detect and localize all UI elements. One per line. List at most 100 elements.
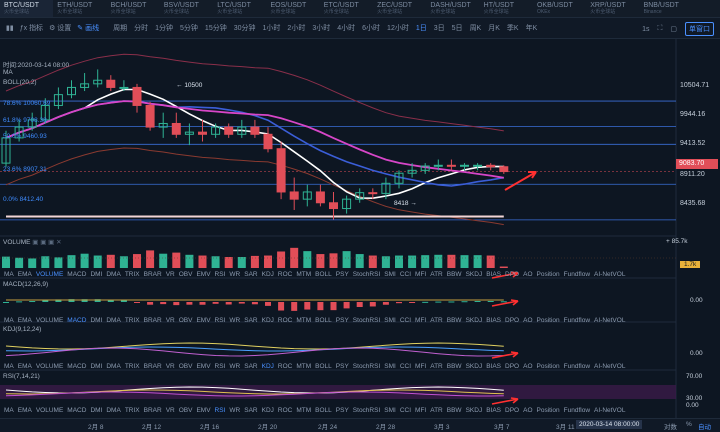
indicator-wr[interactable]: WR	[229, 270, 241, 278]
indicator-rsi[interactable]: RSI	[214, 316, 226, 324]
indicator-dma[interactable]: DMA	[106, 362, 121, 370]
indicator-vr[interactable]: VR	[165, 270, 175, 278]
indicator-bias[interactable]: BIAS	[486, 362, 502, 370]
indicator-rsi[interactable]: RSI	[214, 270, 226, 278]
indicator-roc[interactable]: ROC	[277, 316, 293, 324]
indicator-boll[interactable]: BOLL	[315, 362, 332, 370]
auto-toggle[interactable]: 自动	[698, 424, 711, 431]
indicator-volume[interactable]: VOLUME	[35, 362, 64, 370]
indicator-mtm[interactable]: MTM	[296, 362, 312, 370]
indicator-psy[interactable]: PSY	[335, 316, 349, 324]
indicator-skdj[interactable]: SKDJ	[465, 270, 483, 278]
indicator-vr[interactable]: VR	[165, 316, 175, 324]
indicator-brar[interactable]: BRAR	[143, 270, 162, 278]
indicator-obv[interactable]: OBV	[178, 316, 193, 324]
indicator-ma[interactable]: MA	[4, 362, 14, 370]
indicator-smi[interactable]: SMI	[384, 362, 396, 370]
indicator-sar[interactable]: SAR	[244, 316, 258, 324]
indicator-bbw[interactable]: BBW	[446, 270, 462, 278]
indicator-dmi[interactable]: DMI	[90, 362, 103, 370]
indicator-mtm[interactable]: MTM	[296, 270, 312, 278]
indicator-smi[interactable]: SMI	[384, 406, 396, 414]
tab-bsv-usdt[interactable]: BSV/USDT 火币全球站	[160, 0, 213, 17]
indicator-bbw[interactable]: BBW	[446, 362, 462, 370]
indicator-dmi[interactable]: DMI	[90, 270, 103, 278]
tab-bnb-usdt[interactable]: BNB/USDT Binance	[640, 0, 693, 17]
indicator-bias[interactable]: BIAS	[486, 270, 502, 278]
indicator-kdj[interactable]: KDJ	[261, 406, 274, 414]
indicator-cci[interactable]: CCI	[399, 406, 412, 414]
period-3[interactable]: 15分钟	[204, 25, 227, 32]
indicator-dpo[interactable]: DPO	[505, 270, 520, 278]
indicator-dmi[interactable]: DMI	[90, 316, 103, 324]
indicator-roc[interactable]: ROC	[277, 362, 293, 370]
indicator-atr[interactable]: ATR	[430, 270, 443, 278]
indicator-volume[interactable]: VOLUME	[35, 316, 64, 324]
indicator-dpo[interactable]: DPO	[505, 406, 520, 414]
indicator-dmi[interactable]: DMI	[90, 406, 103, 414]
indicator-ema[interactable]: EMA	[17, 406, 32, 414]
indicator-dma[interactable]: DMA	[106, 316, 121, 324]
indicator-wr[interactable]: WR	[229, 316, 241, 324]
indicator-roc[interactable]: ROC	[277, 270, 293, 278]
period-1[interactable]: 1分钟	[155, 25, 174, 32]
indicator-kdj[interactable]: KDJ	[261, 362, 274, 370]
indicator-bbw[interactable]: BBW	[446, 406, 462, 414]
indicator-mtm[interactable]: MTM	[296, 406, 312, 414]
indicator-stochrsi[interactable]: StochRSI	[352, 316, 381, 324]
indicator-obv[interactable]: OBV	[178, 362, 193, 370]
fullscreen-icon[interactable]: ⛶	[657, 25, 663, 32]
indicator-trix[interactable]: TRIX	[124, 270, 140, 278]
indicator-atr[interactable]: ATR	[430, 362, 443, 370]
period-9[interactable]: 6小时	[362, 25, 381, 32]
tab-bch-usdt[interactable]: BCH/USDT 火币全球站	[107, 0, 160, 17]
tab-eth-usdt[interactable]: ETH/USDT 火币全球站	[53, 0, 106, 17]
tab-zec-usdt[interactable]: ZEC/USDT 火币全球站	[373, 0, 426, 17]
chart-svg[interactable]	[0, 39, 720, 418]
window-mode-button[interactable]: 单窗口	[685, 22, 714, 36]
period-13[interactable]: 5日	[451, 25, 463, 32]
indicator-stochrsi[interactable]: StochRSI	[352, 406, 381, 414]
indicator-rsi[interactable]: RSI	[214, 406, 226, 414]
indicator-obv[interactable]: OBV	[178, 406, 193, 414]
indicator-mfi[interactable]: MFI	[415, 316, 427, 324]
indicator-rsi[interactable]: RSI	[214, 362, 226, 370]
indicator-emv[interactable]: EMV	[196, 406, 211, 414]
indicator-cci[interactable]: CCI	[399, 316, 412, 324]
indicator-ma[interactable]: MA	[4, 406, 14, 414]
indicator-volume[interactable]: VOLUME	[35, 270, 64, 278]
indicator-smi[interactable]: SMI	[384, 270, 396, 278]
indicator-brar[interactable]: BRAR	[143, 362, 162, 370]
indicator-mtm[interactable]: MTM	[296, 316, 312, 324]
interval-label[interactable]: 1s	[642, 25, 650, 33]
indicator-trix[interactable]: TRIX	[124, 406, 140, 414]
indicator-skdj[interactable]: SKDJ	[465, 406, 483, 414]
indicator-ma[interactable]: MA	[4, 270, 14, 278]
indicator-ao[interactable]: AO	[523, 270, 533, 278]
layout-icon[interactable]: ▢	[670, 26, 677, 33]
tab-btc-usdt[interactable]: BTC/USDT 火币全球站	[0, 0, 54, 17]
indicator-stochrsi[interactable]: StochRSI	[352, 362, 381, 370]
tab-okb-usdt[interactable]: OKB/USDT OKEx	[533, 0, 586, 17]
indicator-button[interactable]: ƒx 指标	[19, 25, 44, 32]
tab-xrp-usdt[interactable]: XRP/USDT 火币全球站	[586, 0, 639, 17]
indicator-position[interactable]: Position	[536, 270, 560, 278]
period-4[interactable]: 30分钟	[233, 25, 256, 32]
indicator-dpo[interactable]: DPO	[505, 316, 520, 324]
indicator-wr[interactable]: WR	[229, 406, 241, 414]
indicator-emv[interactable]: EMV	[196, 362, 211, 370]
indicator-ema[interactable]: EMA	[17, 316, 32, 324]
indicator-roc[interactable]: ROC	[277, 406, 293, 414]
indicator-ai-netvol[interactable]: AI-NetVOL	[594, 362, 626, 370]
indicator-sar[interactable]: SAR	[244, 406, 258, 414]
indicator-position[interactable]: Position	[536, 362, 560, 370]
period-14[interactable]: 周K	[469, 25, 482, 32]
indicator-bbw[interactable]: BBW	[446, 316, 462, 324]
tab-etc-usdt[interactable]: ETC/USDT 火币全球站	[320, 0, 373, 17]
period-10[interactable]: 12小时	[387, 25, 409, 32]
indicator-cci[interactable]: CCI	[399, 270, 412, 278]
tab-dash-usdt[interactable]: DASH/USDT 火币全球站	[426, 0, 479, 17]
draw-line-button[interactable]: ✎ 画线	[77, 25, 100, 32]
indicator-ao[interactable]: AO	[523, 316, 533, 324]
period-6[interactable]: 2小时	[287, 25, 306, 32]
